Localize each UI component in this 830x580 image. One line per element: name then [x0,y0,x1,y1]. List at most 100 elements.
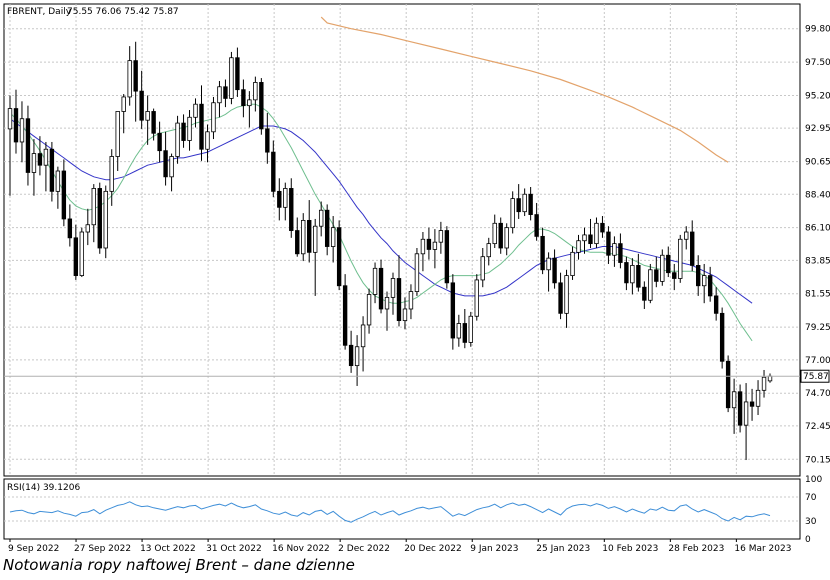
candle-body [211,102,216,133]
candle-body [696,265,701,287]
price-tick-label: 95.20 [805,91,830,101]
rsi-tick-label: 0 [805,535,811,545]
candle-body [654,269,659,282]
candle-body [767,375,773,382]
candle-body [283,188,288,208]
price-tick-label: 74.70 [805,389,830,399]
candle-body [600,222,605,233]
candle-body [588,234,593,245]
candle-body [25,118,31,173]
date-tick-label: 25 Jan 2023 [536,544,590,554]
candle-body [492,222,497,245]
candle-body [690,231,695,266]
ma-long-line [320,16,729,163]
candle-body [301,219,306,255]
candle-body [295,230,300,255]
candle-body [133,60,138,92]
candle-body [175,122,180,157]
price-tick-label: 88.40 [805,190,830,200]
candle-body [139,90,144,121]
price-tick-label: 86.10 [805,224,830,234]
date-tick-label: 9 Jan 2023 [470,544,518,554]
candle-body [79,231,85,276]
candle-body [241,89,246,107]
date-tick-label: 28 Feb 2023 [668,544,724,554]
candle-body [235,57,240,91]
candle-body [372,267,378,295]
candle-body [570,251,575,276]
candle-body [522,193,527,213]
chart-svg: 99.80 97.50 95.20 92.95 90.65 88.40 86.10 83.85… [3,3,830,554]
candle-body [444,230,450,284]
last-price-box [800,369,830,383]
last-price-label: 75.87 [803,372,829,382]
candle-body [462,323,468,343]
candle-body [223,86,228,99]
chart-caption: Notowania ropy naftowej Brent – dane dzi… [3,556,355,574]
candle-body [456,323,462,339]
symbol-header: FBRENT, Daily [7,7,72,17]
candle-body [271,151,276,192]
candle-body [516,198,521,213]
candle-body [229,57,234,99]
candle-body [438,230,444,243]
candle-body [7,108,13,130]
candle-body [666,254,671,274]
candle-body [480,256,485,281]
candle-body [342,285,348,346]
candle-body [396,278,402,322]
candle-body [169,156,174,178]
candle-body [13,108,19,143]
candle-body [307,219,312,253]
candle-body [109,156,114,192]
candle-body [678,238,683,279]
candle-body [127,60,132,98]
candle-body [330,227,336,247]
candle-body [115,111,120,157]
candle-body [73,237,79,276]
candle-body [540,235,545,271]
candle-body [719,312,725,362]
candle-body [384,296,390,310]
candle-body [755,389,761,407]
candle-body [707,275,713,297]
price-tick-label: 77.00 [805,356,830,366]
candle-body [743,401,749,426]
candle-body [552,257,557,284]
candle-body [558,282,563,314]
candle-body [737,391,743,426]
candle-body [612,243,617,256]
price-tick-label: 92.95 [805,124,830,134]
candle-body [761,376,767,391]
candle-body [193,103,198,118]
candle-body [157,132,162,152]
rsi-tick-label: 70 [805,493,817,503]
candle-body [672,272,677,279]
price-tick-label: 97.50 [805,58,830,68]
candle-body [636,265,641,288]
candle-body [582,234,587,242]
date-tick-label: 13 Oct 2022 [140,544,196,554]
candle-body [731,391,737,409]
price-tick-label: 90.65 [805,158,830,168]
price-tick-label: 83.85 [805,256,830,266]
date-tick-label: 20 Dec 2022 [404,544,462,554]
price-tick-label: 72.45 [805,422,830,432]
candle-body [474,279,479,317]
candle-body [91,188,96,226]
candle-body [289,188,294,231]
candle-body [534,214,539,237]
candle-body [630,265,635,284]
candle-body [504,227,509,249]
candle-body [324,209,330,247]
price-tick-label: 99.80 [805,25,830,35]
candle-body [205,131,210,150]
candle-body [414,253,420,292]
candle-body [510,198,515,229]
price-tick-label: 79.25 [805,323,830,333]
candle-body [163,150,168,178]
candle-body [624,262,629,284]
candle-body [432,241,438,250]
date-tick-label: 16 Nov 2022 [272,544,330,554]
date-tick-label: 9 Sep 2022 [8,544,59,554]
